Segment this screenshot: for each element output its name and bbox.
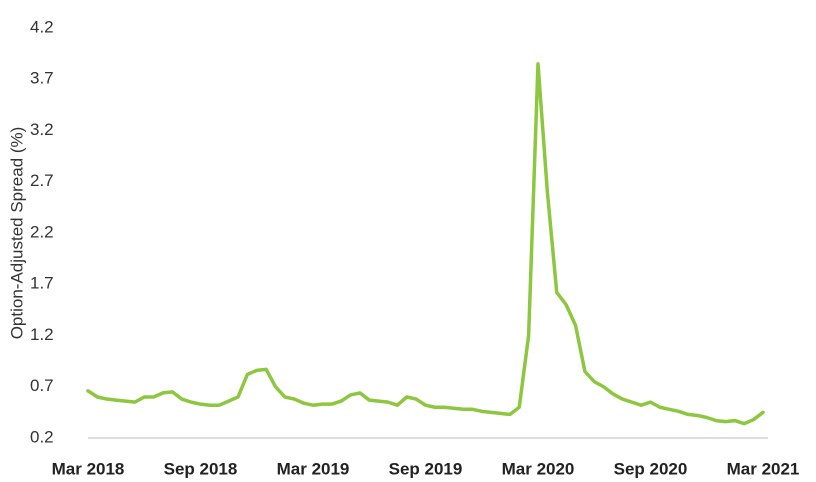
y-tick-label: 3.7 [30,69,54,88]
x-tick-label: Mar 2018 [52,459,125,478]
x-tick-label: Mar 2019 [277,459,350,478]
y-tick-label: 3.2 [30,120,54,139]
y-tick-label: 0.2 [30,427,54,446]
x-tick-label: Sep 2019 [389,459,463,478]
x-tick-label: Sep 2018 [164,459,238,478]
y-tick-label: 2.2 [30,222,54,241]
y-axis-label: Option-Adjusted Spread (%) [7,127,26,340]
y-tick-label: 1.7 [30,274,54,293]
y-tick-label: 2.7 [30,171,54,190]
x-tick-label: Sep 2020 [614,459,688,478]
line-series [86,62,765,426]
y-tick-label: 4.2 [30,17,54,36]
x-tick-label: Mar 2020 [502,459,575,478]
x-tick-label: Mar 2021 [727,459,800,478]
y-tick-label: 1.2 [30,325,54,344]
y-tick-label: 0.7 [30,376,54,395]
